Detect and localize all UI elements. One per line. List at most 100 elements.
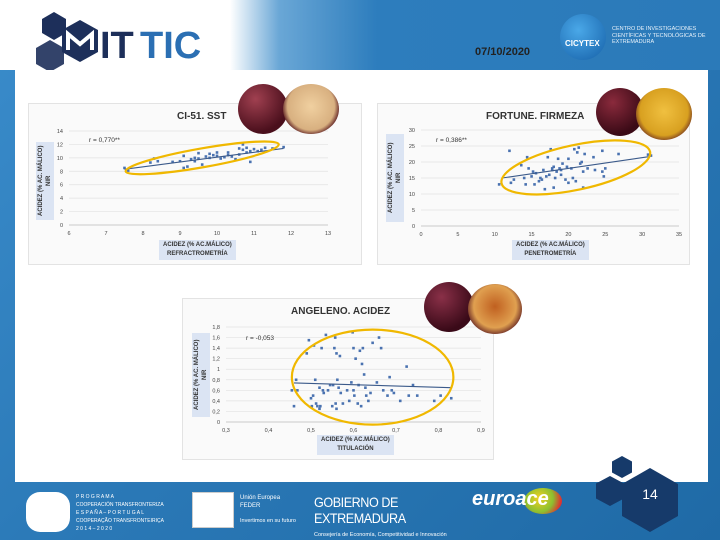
data-point	[186, 165, 189, 168]
eu-line3: Invertimos en su futuro	[240, 518, 296, 524]
data-point	[215, 151, 219, 154]
data-point	[361, 346, 365, 350]
data-point	[230, 155, 234, 158]
data-point	[362, 373, 366, 376]
data-point	[559, 173, 563, 177]
mittic-logo: IT TIC	[36, 12, 201, 72]
data-point	[392, 391, 396, 395]
data-point	[126, 169, 130, 172]
programme-line3: E S P A Ñ A – P O R T U G A L	[76, 510, 145, 516]
data-point	[525, 155, 529, 159]
data-point	[215, 154, 219, 158]
x-tick-label: 0,7	[392, 428, 400, 434]
y-label-line1: ACIDEZ (% AC. MÁLICO)	[194, 339, 200, 411]
eu-flag-icon	[192, 492, 234, 528]
chart-annotation: r = 0,386**	[436, 137, 467, 144]
data-point	[524, 183, 527, 186]
x-tick-label: 0,8	[435, 428, 443, 434]
x-tick-label: 5	[456, 232, 459, 238]
y-tick-label: 20	[409, 160, 415, 166]
x-tick-label: 0,3	[222, 428, 230, 434]
x-tick-label: 10	[214, 231, 220, 237]
data-point	[324, 333, 328, 337]
data-point	[432, 399, 436, 403]
eu-line2: FEDER	[240, 503, 261, 509]
data-point	[318, 386, 321, 389]
data-point	[509, 181, 513, 185]
y-label-line1: ACIDEZ (% AC. MÁLICO)	[38, 145, 44, 217]
x-tick-label: 20	[565, 232, 571, 238]
chart-plot: 0 2 4 6 8 10 12 14 6 7 8 9 10 11 12 13	[57, 129, 331, 237]
x-label-line2: TITULACIÓN	[337, 446, 374, 452]
x-tick-label: 9	[178, 231, 181, 237]
x-label-line2: REFRACTROMETRÍA	[167, 251, 228, 257]
poctep-logo: P R O G R A M A COOPERACIÓN TRANSFRONTER…	[26, 492, 186, 532]
y-tick-label: 12	[57, 142, 63, 148]
data-point	[577, 146, 581, 149]
data-point	[328, 383, 332, 387]
cicytex-emblem	[560, 14, 606, 60]
data-point	[193, 159, 197, 163]
programme-line1: P R O G R A M A	[76, 494, 114, 500]
x-axis-label: ACIDEZ (% AC.MÁLICO) PENETROMETRÍA	[512, 240, 589, 260]
data-point	[567, 181, 570, 185]
x-tick-label: 30	[639, 232, 645, 238]
data-point	[290, 389, 294, 392]
data-point	[237, 147, 241, 150]
data-point	[345, 389, 349, 392]
data-point	[381, 389, 385, 392]
data-point	[522, 176, 526, 180]
data-point	[567, 157, 570, 161]
programme-line5: 2 0 1 4 – 2 0 2 0	[76, 526, 113, 532]
data-point	[326, 389, 330, 392]
x-tick-label: 12	[288, 231, 294, 237]
data-point	[578, 162, 582, 165]
euroace-emblem	[524, 488, 562, 514]
programme-line2: COOPERACIÓN TRANSFRONTERIZA	[76, 502, 164, 508]
data-point	[318, 407, 321, 411]
svg-text:TIC: TIC	[140, 25, 201, 67]
data-point	[341, 402, 345, 405]
eu-line1: Unión Europea	[240, 495, 281, 501]
data-point	[375, 381, 379, 384]
data-point	[571, 176, 575, 180]
data-point	[565, 165, 569, 169]
y-tick-label: 4	[60, 196, 63, 202]
data-point	[581, 186, 585, 189]
data-point	[234, 157, 237, 161]
eu-feder-logo: Unión Europea FEDER Invertimos en su fut…	[192, 492, 312, 532]
highlight-ellipse	[290, 328, 455, 426]
y-tick-label: 0,8	[212, 378, 220, 384]
data-point	[580, 160, 583, 164]
plum-whole-image	[238, 84, 288, 134]
data-point	[379, 346, 383, 350]
y-tick-label: 1,2	[212, 357, 220, 363]
data-point	[226, 151, 230, 154]
data-point	[592, 155, 595, 159]
data-point	[336, 378, 339, 382]
chart-angeleno-acidez: 0 0,2 0,4 0,6 0,8 1 1,2 1,4 1,6 1,8 0,3 0,4 0,5 0,6 0,…	[182, 298, 494, 460]
data-point	[449, 396, 453, 400]
data-point	[358, 349, 362, 353]
data-point	[208, 152, 211, 156]
data-point	[337, 386, 340, 389]
data-point	[360, 362, 364, 366]
data-point	[249, 160, 252, 164]
cicytex-logo: CICYTEX CENTRO DE INVESTIGACIONES CIENTÍ…	[560, 14, 710, 64]
data-point	[537, 179, 541, 183]
highlight-ellipse	[124, 140, 280, 176]
data-point	[540, 178, 544, 181]
data-point	[333, 336, 337, 339]
x-tick-label: 0	[419, 232, 422, 238]
data-point	[241, 148, 245, 152]
poctep-emblem	[26, 492, 70, 532]
data-point	[197, 151, 200, 155]
data-point	[367, 399, 370, 403]
y-label-line2: NIR	[396, 172, 402, 184]
data-point	[547, 173, 551, 177]
data-point	[292, 404, 296, 408]
data-point	[411, 383, 415, 387]
data-point	[307, 338, 311, 342]
data-point	[558, 167, 561, 170]
y-axis-label: ACIDEZ (% AC. MÁLICO) NIR	[192, 333, 210, 417]
